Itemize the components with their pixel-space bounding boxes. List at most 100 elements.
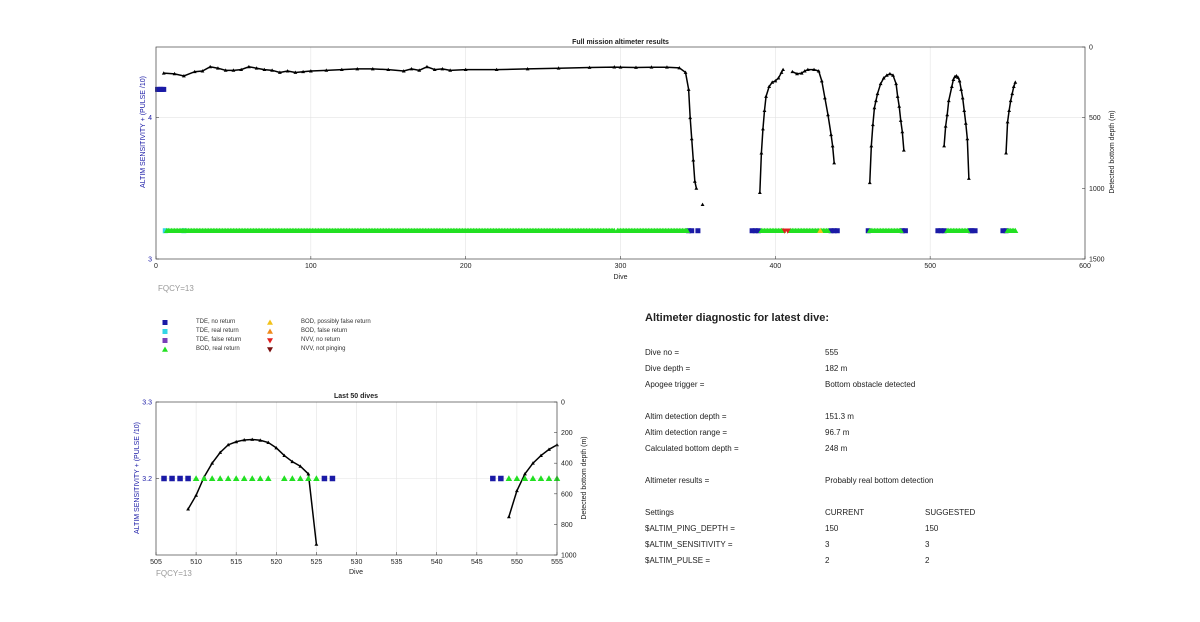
main-detected-bottom-depth-point [869,144,874,148]
main-tde-no-return-marker [935,228,941,234]
apogee-trigger-label: Apogee trigger = [645,380,705,389]
zoom-tde-no-return-marker [177,475,183,482]
suggested-header: SUGGESTED [925,508,976,517]
dive-depth-label: Dive depth = [645,364,691,373]
zoom-bod-real-return-marker [264,475,272,481]
main-detected-bottom-depth-point [425,64,429,69]
zoom-bod-real-return-marker [216,475,224,481]
zoom-x-tick-label: 555 [551,559,563,566]
main-tde-no-return-marker [749,228,755,234]
altim-results-value: Probably real bottom detection [825,476,934,485]
full-mission-chart: Full mission altimeter results ALTIM SEN… [140,39,1116,293]
square-legend-icon [162,320,168,325]
main-detected-bottom-depth-point [773,79,778,83]
main-detected-bottom-depth-point [781,67,785,72]
triangle-up-legend-icon [267,319,273,325]
main-detected-bottom-depth-point [254,66,259,70]
main-detected-bottom-depth-point [965,136,970,141]
legend-label: TDE, no return [196,319,236,325]
zoom-detected-bottom-depth-point [555,442,559,447]
zoom-detected-bottom-depth-series [186,437,559,546]
triangle-up-legend-icon [162,346,168,352]
main-y2-tick-label: 1500 [1089,257,1105,264]
main-detected-bottom-depth-point [822,95,827,100]
main-x-tick-label: 100 [305,263,317,270]
main-detected-bottom-depth-point [812,67,816,72]
main-tde-no-return-marker [695,228,701,234]
zoom-bod-real-return-marker [240,475,248,481]
main-tde-no-return-marker [752,228,758,234]
triangle-down-legend-icon [267,338,273,344]
zoom-y2-tick-label: 800 [561,522,573,529]
main-detected-bottom-depth-point [805,67,810,72]
main-detected-bottom-depth-point [161,71,166,75]
legend-label: BOD, possibly false return [301,319,371,325]
main-y2-tick-label: 0 [1089,45,1093,52]
main-detected-bottom-depth-point [895,94,900,98]
main-y-tick-label: 3 [148,257,152,264]
main-nvv-no-return-marker [784,228,791,234]
zoom-tde-no-return-marker [185,475,191,482]
zoom-detected-bottom-depth-point [234,439,239,444]
main-y-axis-label: ALTIM SENSITIVITY + (PULSE /10) [140,76,147,188]
zoom-tde-no-return-marker [329,475,336,482]
main-x-tick-label: 400 [769,263,781,270]
main-detected-bottom-depth-point [700,202,705,207]
main-detected-bottom-depth-point [417,68,422,72]
zoom-axes-frame [155,401,558,556]
zoom-detected-bottom-depth-point [274,445,279,450]
main-detected-bottom-depth-point [790,69,795,74]
zoom-tde-no-return-marker [490,475,496,482]
main-detected-bottom-depth-point [246,64,251,69]
main-detected-bottom-depth-point [795,71,799,76]
zoom-y2-tick-label: 1000 [561,553,577,560]
main-detected-bottom-depth-point [767,84,772,89]
main-detected-bottom-depth-point [688,115,693,120]
zoom-bod-real-return-marker [537,475,545,481]
main-detected-bottom-depth-point [826,112,830,117]
zoom-detected-bottom-depth-point [506,514,511,519]
zoom-bod-real-return-marker [248,475,256,481]
legend-label: TDE, real return [196,328,239,334]
main-detected-bottom-depth-point [878,81,883,86]
main-detected-bottom-depth-point [683,70,688,74]
zoom-y2-tick-label: 400 [561,461,573,468]
main-detected-bottom-depth-point [223,68,228,72]
sensitivity-label: $ALTIM_SENSITIVITY = [645,540,733,549]
main-x-tick-label: 200 [460,263,472,270]
main-y2-tick-label: 500 [1089,115,1101,122]
main-detected-bottom-depth-point [1008,98,1013,103]
main-detected-bottom-depth-point [942,144,947,148]
legend-marker [267,338,273,344]
main-detected-bottom-depth-point [525,66,530,71]
main-detected-bottom-depth-point [355,66,360,71]
zoom-x-tick-label: 540 [431,559,443,566]
zoom-x-tick-label: 515 [230,559,242,566]
main-detected-bottom-depth-point [951,77,956,81]
zoom-tde-no-return-marker [161,475,167,482]
zoom-bod-real-return-marker [305,475,312,481]
main-detected-bottom-depth-point [764,94,768,98]
main-bod-real-return-marker [897,227,904,233]
zoom-bod-real-return-marker [513,475,521,481]
zoom-detected-bottom-depth-point [514,488,519,493]
main-detected-bottom-depth-point [943,124,948,128]
zoom-detected-bottom-depth-point [547,447,551,451]
main-detected-bottom-depth-point [293,70,298,74]
pulse-label: $ALTIM_PULSE = [645,556,710,565]
main-tde-no-return-marker [972,228,978,234]
settings-label: Settings [645,508,674,517]
legend-label: BOD, real return [196,346,240,352]
zoom-x-tick-label: 530 [351,559,363,566]
main-detected-bottom-depth-point [677,65,682,70]
main-tde-no-return-marker [969,228,975,234]
main-detected-bottom-depth-point [957,79,962,83]
main-detected-bottom-depth-point [898,118,903,122]
zoom-detected-bottom-depth-point [290,459,295,464]
legend-label: NVV, not pinging [301,346,346,352]
zoom-bod-real-return-marker [505,475,513,481]
main-detected-bottom-depth-point [900,129,905,134]
zoom-bod-real-return-marker [281,475,288,481]
zoom-detected-bottom-depth-point [298,464,303,468]
zoom-y2-tick-label: 600 [561,491,573,498]
